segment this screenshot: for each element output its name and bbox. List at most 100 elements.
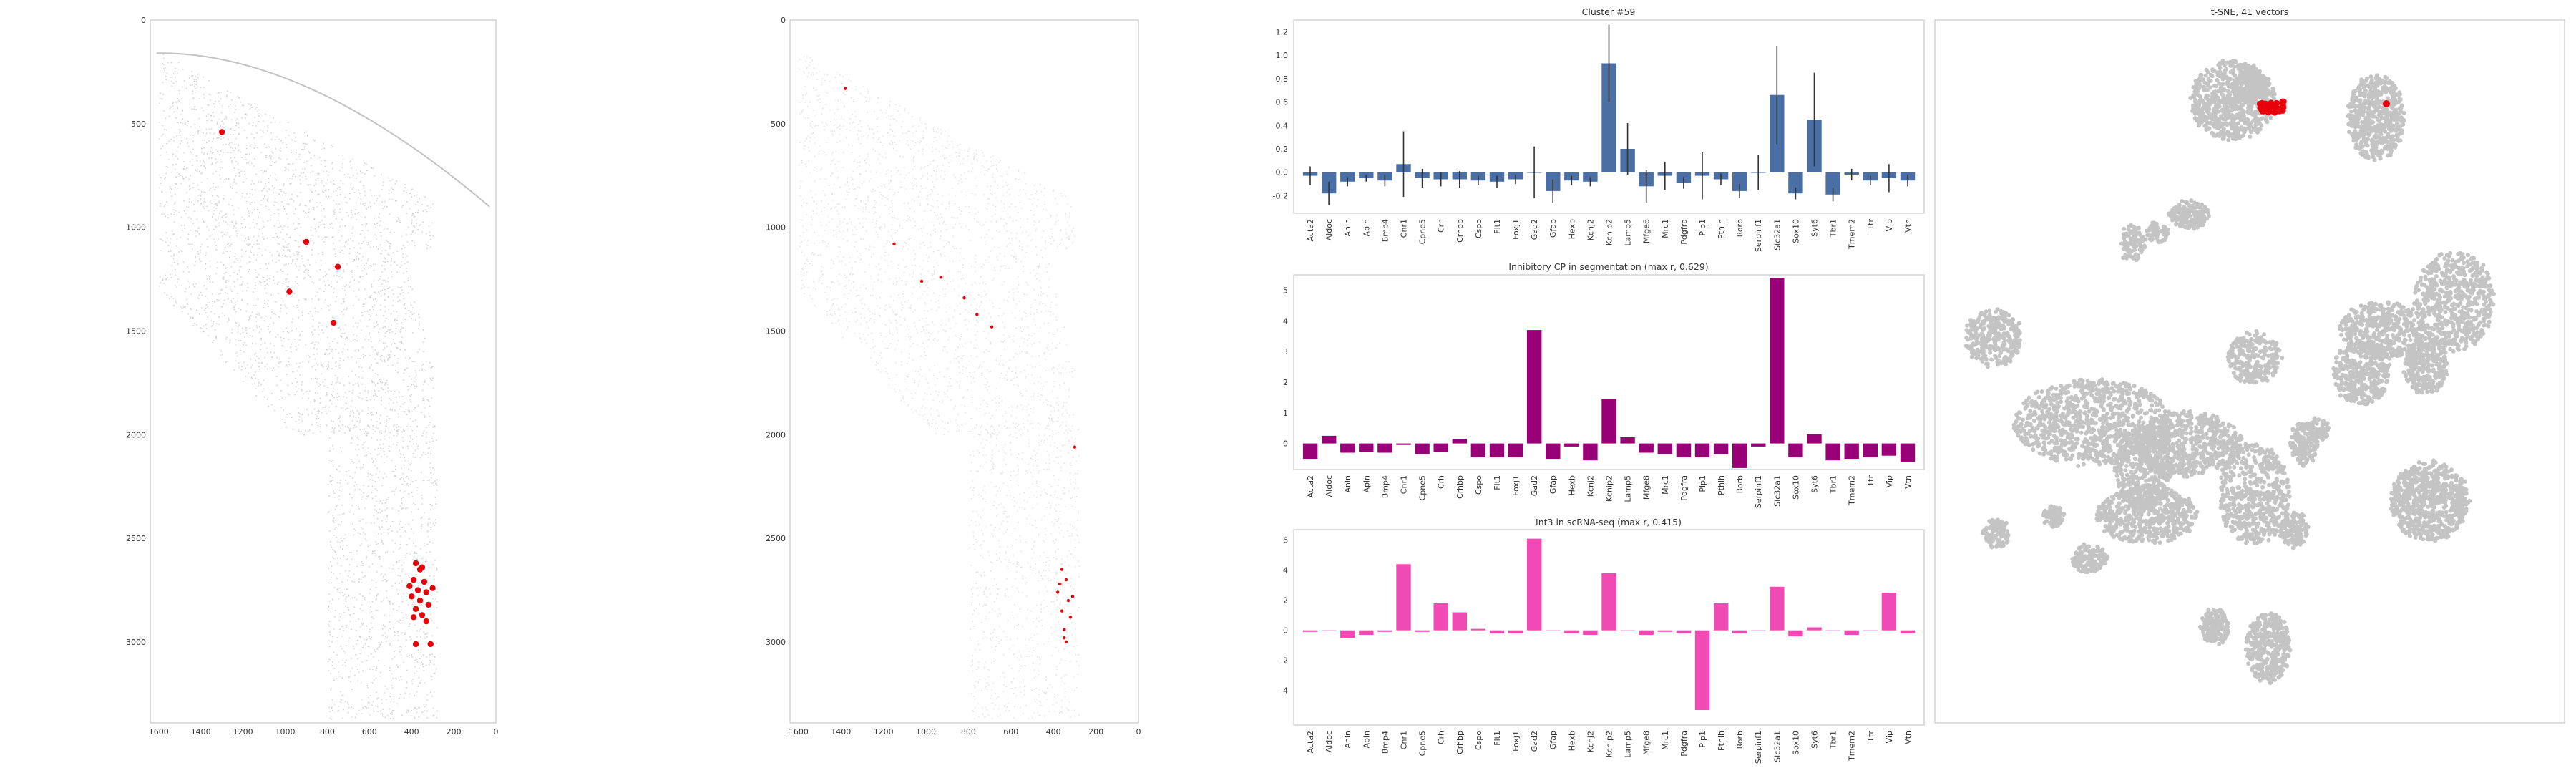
- highlight-cell: [990, 325, 994, 329]
- bar: [1732, 630, 1747, 633]
- y-tick-label: 0.6: [1276, 98, 1289, 107]
- gene-tick-label: Aldoc: [1324, 219, 1334, 240]
- gene-tick-label: Sox10: [1791, 219, 1800, 243]
- gene-tick-label: Syt6: [1810, 731, 1820, 749]
- bar: [1657, 630, 1672, 632]
- gene-tick-label: Kcnip2: [1605, 475, 1614, 502]
- x-tick-label: 1400: [191, 727, 211, 736]
- y-tick-label: 1500: [766, 327, 786, 336]
- x-tick-label: 1400: [831, 727, 851, 736]
- bar: [1583, 443, 1598, 461]
- bar: [1881, 593, 1897, 631]
- x-tick-label: 600: [1003, 727, 1018, 736]
- bar: [1340, 443, 1355, 453]
- axis-ticks: 1600 1400 1200 1000 800 600 400 200 005001000150…: [126, 16, 499, 736]
- x-tick-label: 1200: [233, 727, 253, 736]
- bar: [1415, 443, 1430, 454]
- bar: [1788, 630, 1803, 637]
- highlight-cell: [414, 587, 421, 593]
- gene-tick-label: Tmem2: [1848, 219, 1857, 250]
- gene-tick-label: Cnr1: [1400, 731, 1409, 749]
- bars: Acta2 Aldoc Anln Apln Bmp4 Cnr1 Cpne5 Crh Crhbp C…: [1273, 24, 1916, 252]
- bar: [1583, 630, 1598, 635]
- highlight-cell: [419, 612, 426, 618]
- gene-tick-label: Mfge8: [1642, 475, 1652, 500]
- highlight-cell: [975, 313, 979, 316]
- gene-tick-label: Tbr1: [1829, 475, 1838, 494]
- gene-tick-label: Cpne5: [1418, 475, 1428, 500]
- y-tick-label: 1.2: [1276, 27, 1289, 37]
- bar: [1807, 434, 1822, 444]
- bar: [1601, 63, 1616, 172]
- tsne-cluster: [2197, 607, 2231, 646]
- gene-tick-label: Pdgfra: [1679, 731, 1689, 757]
- cluster-chart-title: Cluster #59: [1582, 6, 1636, 17]
- bar: [1788, 172, 1803, 194]
- tsne-title: t-SNE, 41 vectors: [2211, 6, 2289, 17]
- gene-tick-label: Cspo: [1474, 475, 1483, 495]
- y-tick-label: 1000: [126, 223, 146, 233]
- tsne-cluster: [2119, 223, 2148, 263]
- tsne-cluster: [2278, 510, 2311, 550]
- bar: [1452, 439, 1467, 444]
- y-tick-label: 500: [771, 120, 786, 129]
- highlight-cell: [416, 597, 424, 604]
- gene-tick-label: Tbr1: [1829, 219, 1838, 238]
- gene-tick-label: Foxj1: [1511, 219, 1521, 240]
- tsne-cluster: [2070, 542, 2110, 575]
- bar: [1601, 573, 1616, 631]
- y-tick-label: 0: [1283, 439, 1288, 449]
- gene-tick-label: Sox10: [1791, 731, 1800, 755]
- gene-tick-label: Mrc1: [1661, 219, 1670, 238]
- gene-tick-label: Acta2: [1306, 219, 1315, 241]
- x-tick-label: 400: [1046, 727, 1061, 736]
- gene-tick-label: Kcnip2: [1605, 219, 1614, 245]
- bar: [1564, 630, 1579, 633]
- tsne-cluster: [2167, 198, 2211, 231]
- bar: [1546, 443, 1561, 459]
- tissue-edge: [156, 52, 490, 208]
- highlighted-cells: [218, 129, 436, 648]
- tsne-cluster: [2306, 416, 2331, 442]
- bar: [1433, 443, 1448, 452]
- x-tick-label: 1600: [789, 727, 809, 736]
- highlight-cell: [410, 576, 417, 583]
- tsne-cluster: [2145, 220, 2170, 245]
- tsne-cluster: [2389, 458, 2472, 543]
- gene-tick-label: Foxj1: [1511, 475, 1521, 496]
- y-tick-label: 1000: [766, 223, 786, 233]
- gene-tick-label: Gad2: [1530, 219, 1539, 240]
- bar: [1527, 538, 1542, 631]
- tsne-cluster: [2411, 251, 2496, 354]
- gene-tick-label: Pthlh: [1717, 475, 1726, 495]
- int3-chart-title: Int3 in scRNA-seq (max r, 0.415): [1536, 517, 1682, 528]
- gene-tick-label: Vip: [1885, 219, 1894, 231]
- y-tick-label: 0: [141, 16, 146, 25]
- bar: [1359, 443, 1374, 452]
- highlight-cell: [423, 589, 429, 595]
- axis-ticks: 1600 1400 1200 1000 800 600 400 200 005001000150…: [766, 16, 1141, 736]
- y-tick-label: -0.2: [1273, 192, 1288, 201]
- gene-tick-label: Kcnip2: [1605, 731, 1614, 757]
- gene-tick-label: Gfap: [1548, 219, 1558, 238]
- gene-tick-label: Anln: [1343, 219, 1352, 237]
- tsne-cluster: [1980, 517, 2011, 550]
- tsne-cluster: [2243, 611, 2293, 686]
- y-tick-label: 0.2: [1276, 145, 1289, 154]
- gene-tick-label: Plp1: [1698, 475, 1707, 492]
- gene-tick-label: Mfge8: [1642, 731, 1652, 755]
- gene-tick-label: Vip: [1885, 475, 1894, 487]
- highlighted-cells: [844, 87, 1077, 644]
- gene-tick-label: Tmem2: [1848, 731, 1857, 762]
- gene-tick-label: Apln: [1362, 475, 1371, 493]
- tsne-cluster: [2218, 442, 2292, 546]
- gene-tick-label: Vtn: [1903, 731, 1913, 744]
- bar: [1340, 172, 1355, 182]
- bar: [1900, 443, 1916, 462]
- tsne-highlight-cluster: [2256, 98, 2287, 116]
- gene-tick-label: Hexb: [1567, 219, 1576, 239]
- bar: [1770, 278, 1785, 444]
- gene-tick-label: Pthlh: [1717, 219, 1726, 239]
- y-tick-label: 6: [1283, 536, 1288, 545]
